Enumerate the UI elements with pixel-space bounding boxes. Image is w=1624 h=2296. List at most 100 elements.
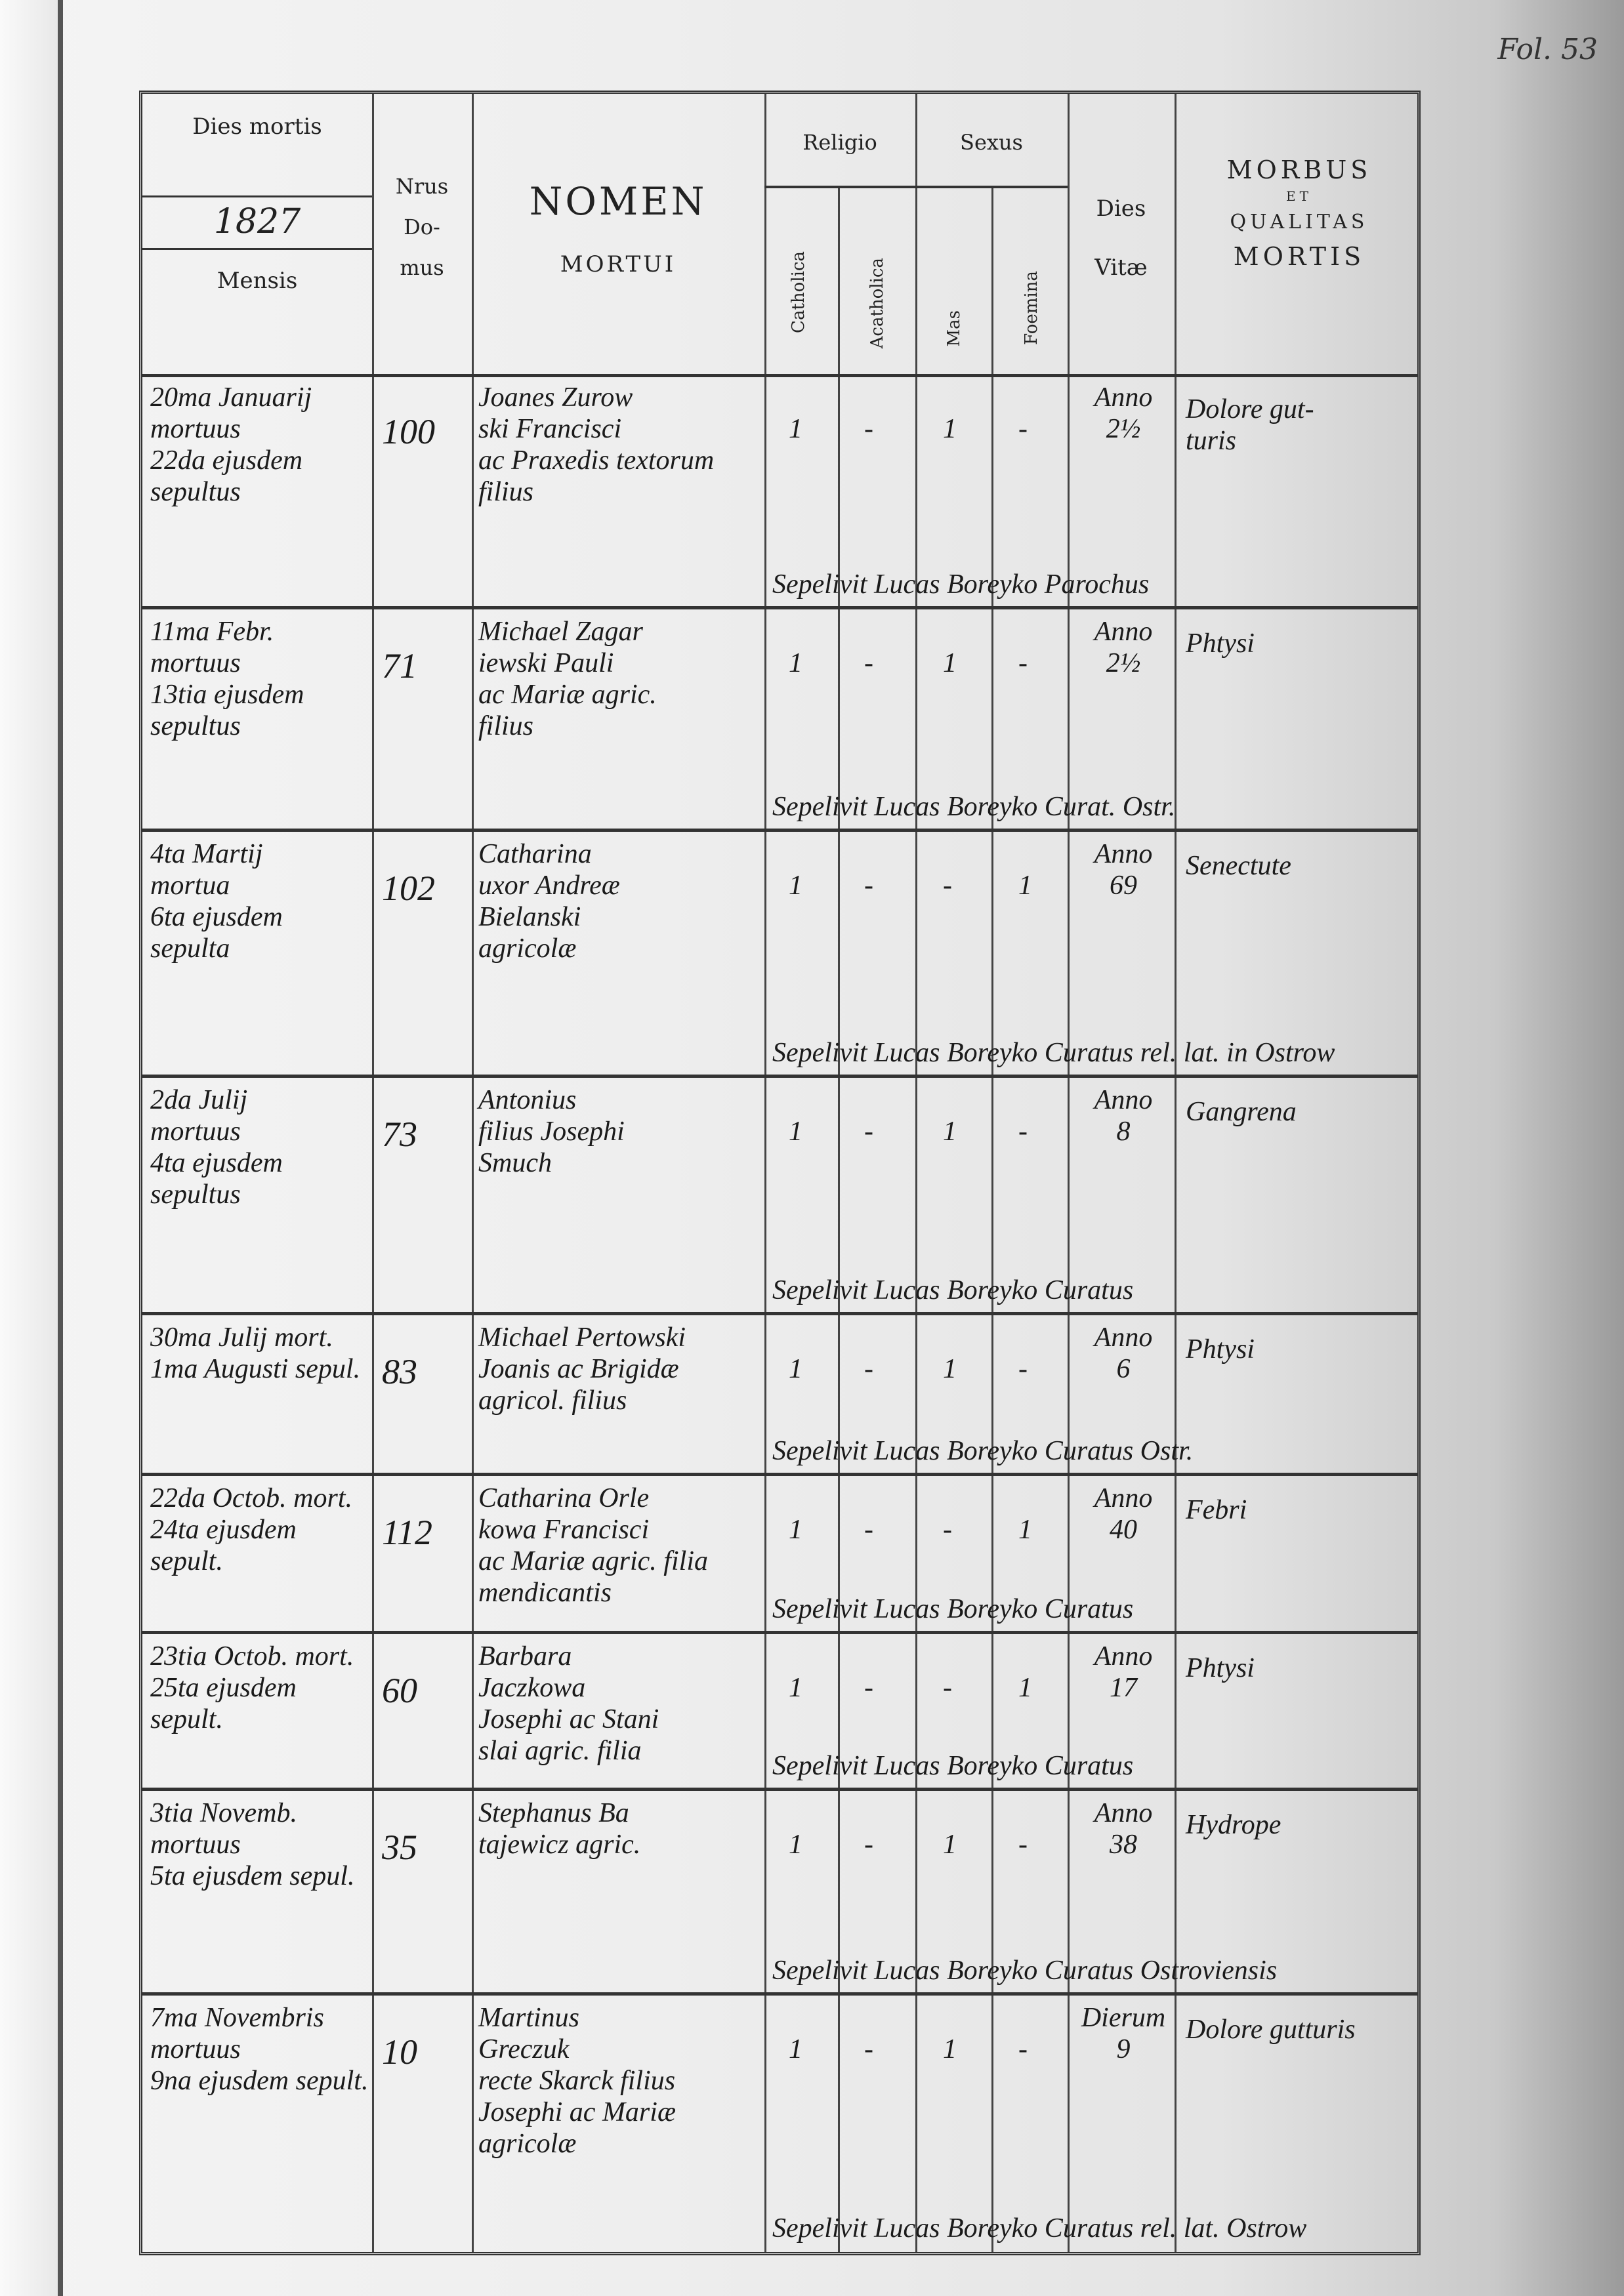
register-row: 4ta Martij mortua 6ta ejusdem sepulta 102… (142, 830, 1417, 1078)
register-row: 11ma Febr. mortuus 13tia ejusdem sepultu… (142, 608, 1417, 832)
cell-acatholica: - (864, 414, 873, 444)
cell-mas: 1 (943, 1830, 957, 1860)
cell-mas: - (943, 871, 952, 901)
header-catholica: Catholica (789, 251, 808, 333)
cell-sepultus-note: Sepelivit Lucas Boreyko Curatus Ostrovie… (772, 1956, 1278, 1986)
folio-number: Fol. 53 (1497, 33, 1598, 66)
cell-acatholica: - (864, 1515, 873, 1545)
cell-name: Catharina Orle kowa Francisci ac Mariæ a… (478, 1483, 708, 1608)
cell-date: 3tia Novemb. mortuus 5ta ejusdem sepul. (150, 1798, 355, 1891)
header-mortui: MORTUI (560, 251, 677, 277)
header-nrus-domus: Nrus Do- mus (372, 166, 472, 288)
cell-catholica: 1 (789, 871, 802, 901)
cell-acatholica: - (864, 871, 873, 901)
header-mas: Mas (944, 310, 964, 347)
subheader-line (764, 186, 1068, 188)
row-divider (142, 606, 1417, 609)
cell-foemina: 1 (1018, 871, 1032, 901)
col-divider (472, 94, 474, 2252)
col-divider (1175, 94, 1176, 2252)
cell-morbus: Phtysi (1186, 1653, 1255, 1683)
cell-acatholica: - (864, 2034, 873, 2064)
cell-morbus: Senectute (1186, 851, 1291, 881)
cell-name: Antonius filius Josephi Smuch (478, 1085, 625, 1178)
cell-catholica: 1 (789, 1673, 802, 1703)
cell-dies-vitae: Anno 40 (1094, 1483, 1153, 1545)
cell-date: 11ma Febr. mortuus 13tia ejusdem sepultu… (150, 617, 304, 741)
header-text: Nrus (395, 174, 449, 199)
header-dies-mortis: Dies mortis (192, 113, 322, 140)
header-dies-vitae: Dies Vitæ (1068, 179, 1175, 297)
cell-date: 23tia Octob. mort. 25ta ejusdem sepult. (150, 1641, 354, 1734)
col-divider (915, 94, 917, 2252)
cell-date: 30ma Julij mort. 1ma Augusti sepul. (150, 1322, 361, 1384)
header-morbus: MORBUS ET QUALITAS MORTIS (1175, 153, 1424, 274)
cell-catholica: 1 (789, 1830, 802, 1860)
header-text: QUALITAS (1230, 211, 1369, 234)
cell-catholica: 1 (789, 414, 802, 444)
cell-foemina: - (1018, 1117, 1028, 1147)
cell-mas: 1 (943, 648, 957, 678)
year-line (142, 195, 372, 197)
binding-edge (58, 0, 63, 2296)
header-acatholica: Acatholica (867, 258, 887, 349)
cell-name: Stephanus Ba tajewicz agric. (478, 1798, 641, 1860)
cell-mas: 1 (943, 2034, 957, 2064)
cell-dies-vitae: Dierum 9 (1081, 2003, 1166, 2064)
cell-catholica: 1 (789, 2034, 802, 2064)
page-margin (0, 0, 58, 2296)
register-row: 3tia Novemb. mortuus 5ta ejusdem sepul. 3… (142, 1790, 1417, 1996)
register-row: 23tia Octob. mort. 25ta ejusdem sepult. 6… (142, 1633, 1417, 1791)
header-text: ET (1286, 188, 1312, 204)
row-divider (142, 1075, 1417, 1078)
cell-name: Barbara Jaczkowa Josephi ac Stani slai a… (478, 1641, 659, 1766)
header-text: Dies (1096, 195, 1146, 222)
cell-catholica: 1 (789, 1515, 802, 1545)
header-text: MORTIS (1233, 242, 1365, 271)
header-foemina: Foemina (1022, 271, 1041, 345)
cell-acatholica: - (864, 648, 873, 678)
cell-foemina: - (1018, 2034, 1028, 2064)
header-divider (142, 374, 1417, 377)
cell-date: 2da Julij mortuus 4ta ejusdem sepultus (150, 1085, 283, 1210)
cell-mas: - (943, 1515, 952, 1545)
register-row: 20ma Januarij mortuus 22da ejusdem sepul… (142, 374, 1417, 609)
cell-dies-vitae: Anno 38 (1094, 1798, 1153, 1860)
cell-domus: 83 (382, 1352, 417, 1391)
header-mensis: Mensis (217, 268, 298, 294)
cell-name: Catharina uxor Andreæ Bielanski agricolæ (478, 839, 620, 964)
header-nomen: NOMEN (529, 179, 707, 224)
cell-sepultus-note: Sepelivit Lucas Boreyko Curatus rel. lat… (772, 2213, 1307, 2244)
cell-mas: - (943, 1673, 952, 1703)
cell-domus: 10 (382, 2032, 417, 2072)
cell-sepultus-note: Sepelivit Lucas Boreyko Curat. Ostr. (772, 792, 1176, 822)
cell-foemina: - (1018, 1830, 1028, 1860)
register-row: 7ma Novembris mortuus 9na ejusdem sepult… (142, 1994, 1417, 2252)
cell-morbus: Hydrope (1186, 1810, 1281, 1840)
cell-domus: 100 (382, 412, 435, 451)
cell-morbus: Dolore gut- turis (1186, 394, 1314, 456)
cell-foemina: - (1018, 414, 1028, 444)
cell-dies-vitae: Anno 69 (1094, 839, 1153, 901)
cell-catholica: 1 (789, 648, 802, 678)
register-row: 22da Octob. mort. 24ta ejusdem sepult. 1 1… (142, 1475, 1417, 1634)
cell-morbus: Phtysi (1186, 1334, 1255, 1364)
cell-date: 22da Octob. mort. 24ta ejusdem sepult. (150, 1483, 352, 1576)
col-divider (764, 94, 766, 2252)
cell-acatholica: - (864, 1354, 873, 1384)
cell-foemina: 1 (1018, 1515, 1032, 1545)
header-religio: Religio (802, 130, 877, 155)
row-divider (142, 1473, 1417, 1476)
cell-foemina: - (1018, 648, 1028, 678)
cell-domus: 35 (382, 1828, 417, 1867)
cell-acatholica: - (864, 1673, 873, 1703)
year-line (142, 248, 372, 250)
cell-catholica: 1 (789, 1117, 802, 1147)
cell-morbus: Gangrena (1186, 1097, 1297, 1127)
cell-name: Martinus Greczuk recte Skarck filius Jos… (478, 2003, 676, 2159)
cell-date: 4ta Martij mortua 6ta ejusdem sepulta (150, 839, 283, 964)
cell-mas: 1 (943, 1117, 957, 1147)
cell-sepultus-note: Sepelivit Lucas Boreyko Parochus (772, 569, 1150, 600)
col-divider (1068, 94, 1070, 2252)
row-divider (142, 829, 1417, 832)
